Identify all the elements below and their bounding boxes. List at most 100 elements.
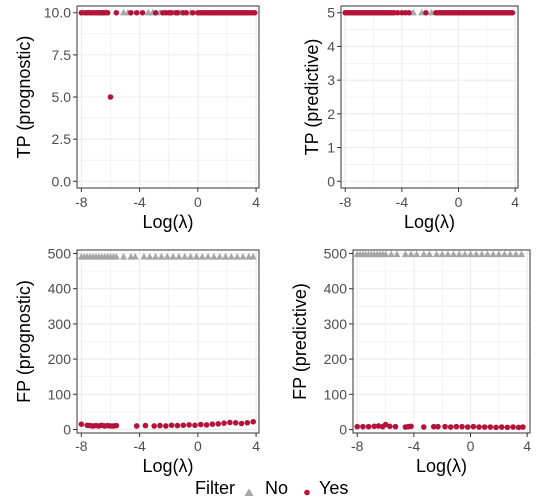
point-no <box>233 253 241 260</box>
point-yes <box>421 424 427 430</box>
legend-marker-no <box>244 488 254 496</box>
x-tick-label: -8 <box>75 194 88 210</box>
point-yes <box>487 424 494 430</box>
point-yes <box>360 423 366 430</box>
point-yes <box>244 419 251 426</box>
y-axis-title: FP (prognostic) <box>14 280 34 403</box>
point-yes <box>180 422 187 429</box>
x-axis-title: Log(λ) <box>142 456 193 476</box>
point-yes <box>133 423 140 429</box>
point-yes <box>163 423 169 429</box>
point-yes <box>128 9 134 16</box>
legend: Filter No Yes <box>195 478 348 498</box>
point-yes <box>107 94 114 100</box>
point-yes <box>464 424 471 430</box>
point-no <box>186 253 195 260</box>
point-yes <box>197 421 204 428</box>
point-no <box>192 253 200 260</box>
y-tick-label: 10.0 <box>44 5 71 21</box>
x-tick-label: 0 <box>194 194 202 210</box>
point-yes <box>151 423 157 429</box>
point-yes <box>435 423 441 430</box>
point-yes <box>139 9 146 16</box>
point-no <box>432 250 441 258</box>
y-tick-label: 300 <box>48 316 72 332</box>
point-yes <box>354 423 361 430</box>
y-tick-label: 5 <box>327 5 335 21</box>
point-no <box>169 253 177 260</box>
point-yes <box>189 9 196 16</box>
point-yes <box>183 9 189 16</box>
x-tick-label: 0 <box>467 438 475 454</box>
point-yes <box>408 423 414 430</box>
y-tick-label: 0 <box>339 421 347 437</box>
point-no <box>478 250 486 258</box>
point-yes <box>113 9 120 16</box>
legend-label-no: No <box>265 478 288 498</box>
point-yes <box>238 420 245 427</box>
point-no <box>466 250 475 258</box>
y-tick-label: 100 <box>48 386 72 402</box>
point-no <box>152 253 160 260</box>
point-no <box>216 253 224 260</box>
point-yes <box>515 424 522 431</box>
point-yes <box>430 423 437 430</box>
x-tick-label: -8 <box>75 438 88 454</box>
point-yes <box>387 423 393 430</box>
panel-border <box>352 249 531 434</box>
point-yes <box>192 422 198 429</box>
point-no <box>239 253 247 260</box>
x-tick-label: -4 <box>408 438 421 454</box>
point-yes <box>250 418 256 425</box>
point-yes <box>157 422 163 429</box>
point-yes <box>406 9 412 16</box>
point-yes <box>481 424 488 430</box>
point-no <box>438 250 446 258</box>
y-tick-label: 0.0 <box>52 173 72 189</box>
y-tick-label: 2 <box>327 106 335 122</box>
point-yes <box>509 9 516 16</box>
point-yes <box>152 9 159 16</box>
point-no <box>249 253 257 260</box>
point-yes <box>168 9 174 16</box>
point-no <box>506 250 514 258</box>
point-yes <box>382 421 389 428</box>
x-axis-title: Log(λ) <box>416 456 467 476</box>
point-yes <box>375 423 382 429</box>
y-tick-label: 1 <box>327 140 335 156</box>
x-tick-label: -4 <box>396 194 409 210</box>
point-no <box>455 250 463 258</box>
point-no <box>489 250 497 258</box>
y-tick-label: 2.5 <box>52 131 72 147</box>
point-yes <box>493 424 499 431</box>
y-tick-label: 500 <box>324 246 348 262</box>
point-yes <box>142 422 149 429</box>
point-no <box>181 253 189 260</box>
y-tick-label: 400 <box>324 281 348 297</box>
point-yes <box>470 423 477 430</box>
point-yes <box>447 424 454 430</box>
point-yes <box>365 423 372 430</box>
y-tick-label: 100 <box>324 386 348 402</box>
legend-marker-yes <box>304 489 310 496</box>
point-no <box>119 253 128 260</box>
panel-border <box>340 5 519 189</box>
point-no <box>495 250 503 258</box>
point-no <box>393 250 401 258</box>
point-no <box>387 250 395 258</box>
point-no <box>204 253 212 260</box>
point-no <box>413 250 421 258</box>
point-yes <box>498 424 505 430</box>
point-no <box>157 253 166 260</box>
x-tick-label: -8 <box>339 194 352 210</box>
point-yes <box>104 9 111 16</box>
point-no <box>140 253 148 260</box>
point-yes <box>476 424 482 430</box>
point-yes <box>453 423 460 430</box>
point-yes <box>186 422 192 428</box>
chart-panel-1: -8 -4 0 4 0.0 2.5 5.0 7.5 10.0 Log(λ) TP (prognost… <box>14 5 260 232</box>
panels: -8 -4 0 4 0.0 2.5 5.0 7.5 10.0 Log(λ) TP (prognost… <box>14 5 531 476</box>
point-no <box>407 250 415 258</box>
panel-border <box>76 249 260 434</box>
